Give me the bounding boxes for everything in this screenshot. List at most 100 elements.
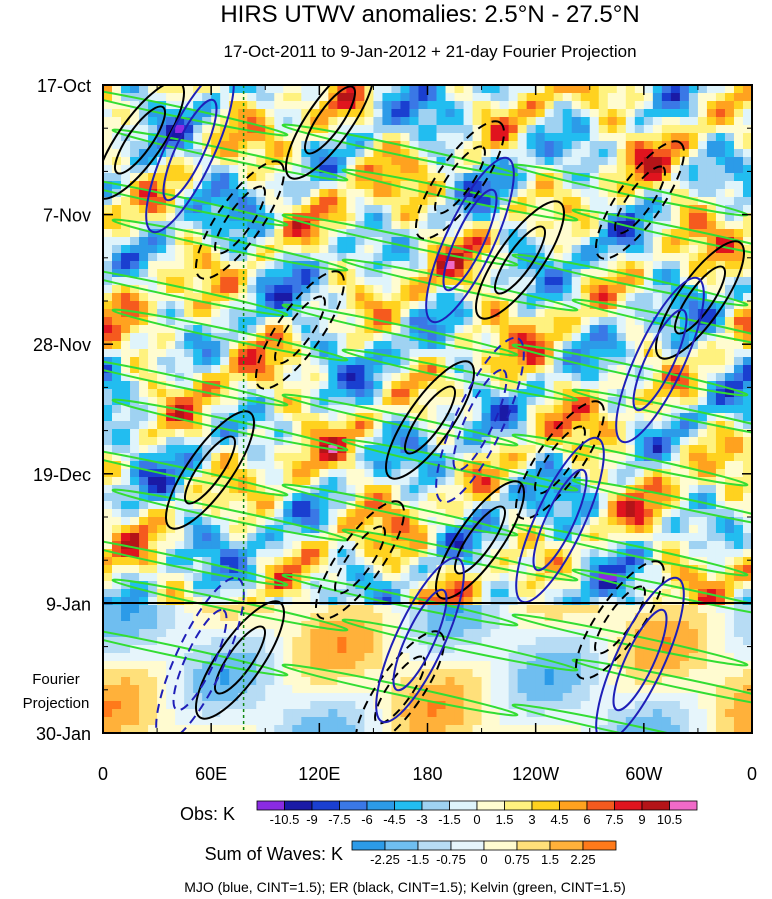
heatmap-cell <box>688 477 699 486</box>
heatmap-cell <box>310 549 320 558</box>
heatmap-cell <box>625 453 636 462</box>
heatmap-cell <box>301 517 311 526</box>
heatmap-cell <box>256 373 266 382</box>
heatmap-cell <box>679 221 690 230</box>
heatmap-cell <box>742 405 752 414</box>
heatmap-cell <box>427 437 438 446</box>
heatmap-cell <box>553 501 564 510</box>
heatmap-cell <box>535 181 546 190</box>
heatmap-cell <box>220 173 230 182</box>
heatmap-cell <box>706 133 717 142</box>
heatmap-cell <box>139 517 149 526</box>
heatmap-cell <box>652 181 663 190</box>
heatmap-cell <box>490 213 501 222</box>
heatmap-cell <box>391 357 402 366</box>
heatmap-cell <box>490 173 501 182</box>
heatmap-cell <box>409 165 420 174</box>
heatmap-cell <box>544 325 555 334</box>
heatmap-cell <box>688 485 699 494</box>
heatmap-cell <box>526 301 537 310</box>
heatmap-cell <box>346 469 356 478</box>
heatmap-cell <box>499 309 510 318</box>
heatmap-cell <box>697 189 708 198</box>
heatmap-cell <box>265 349 275 358</box>
heatmap-cell <box>103 133 113 142</box>
heatmap-cell <box>454 453 465 462</box>
heatmap-cell <box>211 277 221 286</box>
heatmap-cell <box>328 501 338 510</box>
heatmap-cell <box>562 141 573 150</box>
heatmap-cell <box>454 517 465 526</box>
heatmap-cell <box>490 581 501 590</box>
heatmap-cell <box>121 205 131 214</box>
heatmap-cell <box>256 541 266 550</box>
heatmap-cell <box>535 429 546 438</box>
heatmap-cell <box>688 533 699 542</box>
heatmap-cell <box>337 525 347 534</box>
heatmap-cell <box>445 573 456 582</box>
heatmap-cell <box>139 573 149 582</box>
heatmap-cell <box>391 613 402 622</box>
heatmap-cell <box>616 333 627 342</box>
heatmap-cell <box>319 253 329 262</box>
heatmap-cell <box>265 341 275 350</box>
heatmap-cell <box>688 397 699 406</box>
heatmap-cell <box>247 173 257 182</box>
heatmap-cell <box>175 245 185 254</box>
heatmap-cell <box>265 173 275 182</box>
heatmap-cell <box>184 229 194 238</box>
heatmap-cell <box>337 437 347 446</box>
heatmap-cell <box>706 213 717 222</box>
heatmap-cell <box>211 285 221 294</box>
heatmap-cell <box>373 165 384 174</box>
heatmap-cell <box>652 157 663 166</box>
heatmap-cell <box>103 397 113 406</box>
heatmap-cell <box>472 261 483 270</box>
heatmap-cell <box>670 205 681 214</box>
heatmap-cell <box>220 525 230 534</box>
heatmap-cell <box>337 629 347 638</box>
heatmap-cell <box>337 637 347 646</box>
heatmap-cell <box>715 165 726 174</box>
heatmap-cell <box>220 421 230 430</box>
heatmap-cell <box>562 453 573 462</box>
heatmap-cell <box>526 117 537 126</box>
heatmap-cell <box>247 461 257 470</box>
heatmap-cell <box>688 133 699 142</box>
heatmap-cell <box>634 565 645 574</box>
heatmap-cell <box>706 493 717 502</box>
heatmap-cell <box>679 165 690 174</box>
heatmap-cell <box>652 453 663 462</box>
heatmap-cell <box>274 477 284 486</box>
heatmap-cell <box>445 397 456 406</box>
heatmap-cell <box>742 373 752 382</box>
heatmap-cell <box>544 149 555 158</box>
heatmap-cell <box>283 333 293 342</box>
heatmap-cell <box>337 445 347 454</box>
heatmap-cell <box>697 357 708 366</box>
heatmap-cell <box>103 149 113 158</box>
heatmap-cell <box>346 333 356 342</box>
heatmap-cell <box>265 197 275 206</box>
heatmap-cell <box>679 581 690 590</box>
heatmap-cell <box>184 549 194 558</box>
heatmap-cell <box>391 317 402 326</box>
heatmap-cell <box>580 221 591 230</box>
heatmap-cell <box>148 613 158 622</box>
heatmap-cell <box>652 381 663 390</box>
heatmap-cell <box>643 213 654 222</box>
heatmap-cell <box>373 125 384 134</box>
heatmap-cell <box>274 85 284 94</box>
heatmap-cell <box>607 445 618 454</box>
heatmap-cell <box>418 381 429 390</box>
heatmap-cell <box>508 93 519 102</box>
heatmap-cell <box>742 541 752 550</box>
heatmap-cell <box>544 493 555 502</box>
heatmap-cell <box>337 245 347 254</box>
heatmap-cell <box>706 85 717 94</box>
heatmap-cell <box>607 285 618 294</box>
heatmap-cell <box>589 341 600 350</box>
heatmap-cell <box>481 557 492 566</box>
heatmap-cell <box>418 421 429 430</box>
heatmap-cell <box>355 341 365 350</box>
